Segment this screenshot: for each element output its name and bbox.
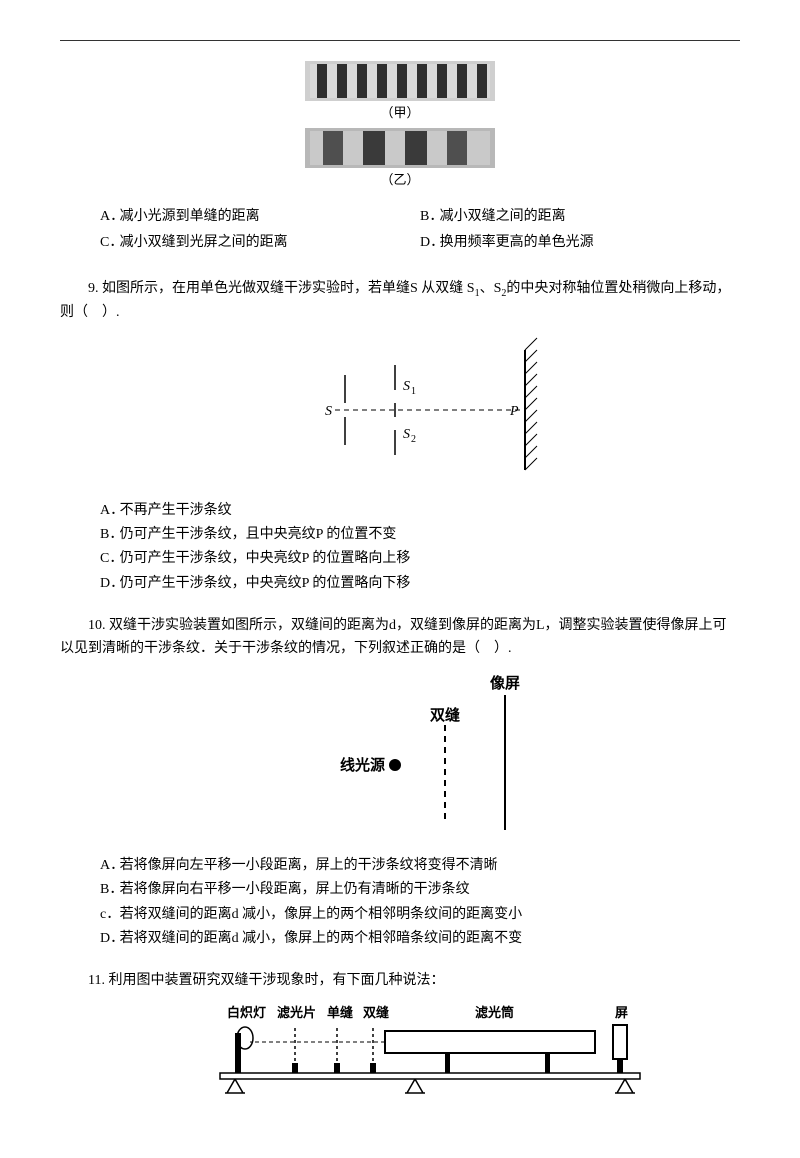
option-text: 若将双缝间的距离d 减小，像屏上的两个相邻暗条纹间的距离不变	[120, 931, 523, 946]
option-text: 若将双缝间的距离d 减小，像屏上的两个相邻明条纹间的距离变小	[120, 907, 523, 922]
option-text: 若将像屏向右平移一小段距离，屏上仍有清晰的干涉条纹	[120, 882, 470, 897]
q9-option-C: C．仍可产生干涉条纹，中央亮纹P 的位置略向上移	[100, 548, 740, 570]
double-slit-diagram: S S1 S2 P	[315, 335, 575, 485]
q8-caption-b: （乙）	[60, 170, 740, 191]
q8-option-C: C．减小双缝到光屏之间的距离	[100, 232, 420, 254]
option-text: 减小双缝到光屏之间的距离	[120, 235, 288, 250]
q10-option-A: A．若将像屏向左平移一小段距离，屏上的干涉条纹将变得不清晰	[100, 855, 740, 877]
q9-stem: 9. 如图所示，在用单色光做双缝干涉实验时，若单缝S 从双缝 S1、S2的中央对…	[60, 278, 740, 324]
svg-text:屏: 屏	[615, 1005, 628, 1020]
label-slit: 双缝	[430, 706, 460, 724]
q9-option-D: D．仍可产生干涉条纹，中央亮纹P 的位置略向下移	[100, 573, 740, 595]
interference-apparatus-diagram: 白炽灯 滤光片 单缝 双缝 滤光筒 屏	[215, 1003, 655, 1103]
svg-text:S: S	[403, 379, 410, 394]
q10-figure: 像屏 双缝 线光源	[180, 670, 740, 840]
q10-option-D: D．若将双缝间的距离d 减小，像屏上的两个相邻暗条纹间的距离不变	[100, 928, 740, 950]
option-text: 换用频率更高的单色光源	[440, 235, 594, 250]
q8-option-D: D．换用频率更高的单色光源	[420, 232, 740, 254]
q9-number: 9.	[88, 281, 99, 296]
q8-caption-a: （甲）	[60, 103, 740, 124]
svg-text:滤光片: 滤光片	[277, 1005, 316, 1020]
svg-text:P: P	[509, 404, 519, 419]
svg-text:白炽灯: 白炽灯	[227, 1005, 266, 1020]
q11-text: 利用图中装置研究双缝干涉现象时，有下面几种说法：	[108, 973, 444, 988]
svg-text:1: 1	[411, 386, 416, 397]
option-text: 仍可产生干涉条纹，中央亮纹P 的位置略向下移	[120, 576, 411, 591]
q10-number: 10.	[88, 618, 106, 633]
q8-options: A．减小光源到单缝的距离 B．减小双缝之间的距离 C．减小双缝到光屏之间的距离 …	[100, 206, 740, 259]
option-text: 若将像屏向左平移一小段距离，屏上的干涉条纹将变得不清晰	[120, 858, 498, 873]
page-rule	[60, 40, 740, 41]
q8-figure: （甲） （乙）	[60, 61, 740, 191]
q9-text-mid: 、S	[480, 281, 502, 296]
q11-figure: 白炽灯 滤光片 单缝 双缝 滤光筒 屏	[130, 1003, 740, 1103]
svg-text:滤光筒: 滤光筒	[475, 1005, 514, 1020]
svg-text:S: S	[403, 427, 410, 442]
q11-number: 11.	[88, 973, 105, 988]
q9-options: A．不再产生干涉条纹 B．仍可产生干涉条纹，且中央亮纹P 的位置不变 C．仍可产…	[100, 500, 740, 596]
q9-text-a: 如图所示，在用单色光做双缝干涉实验时，若单缝S 从双缝 S	[102, 281, 475, 296]
q9-option-B: B．仍可产生干涉条纹，且中央亮纹P 的位置不变	[100, 524, 740, 546]
interference-pattern-sparse	[305, 128, 495, 168]
option-text: 不再产生干涉条纹	[120, 503, 232, 518]
q10-option-c: c．若将双缝间的距离d 减小，像屏上的两个相邻明条纹间的距离变小	[100, 904, 740, 926]
svg-text:S: S	[325, 404, 332, 419]
option-text: 仍可产生干涉条纹，中央亮纹P 的位置略向上移	[120, 551, 411, 566]
label-screen: 像屏	[490, 674, 520, 692]
label-source: 线光源	[340, 756, 385, 774]
q10-option-B: B．若将像屏向右平移一小段距离，屏上仍有清晰的干涉条纹	[100, 879, 740, 901]
svg-text:双缝: 双缝	[363, 1005, 389, 1020]
interference-pattern-dense	[305, 61, 495, 101]
svg-text:2: 2	[411, 434, 416, 445]
q10-text: 双缝干涉实验装置如图所示，双缝间的距离为d，双缝到像屏的距离为L，调整实验装置使…	[60, 618, 727, 655]
option-text: 减小光源到单缝的距离	[120, 209, 260, 224]
q10-stem: 10. 双缝干涉实验装置如图所示，双缝间的距离为d，双缝到像屏的距离为L，调整实…	[60, 615, 740, 660]
option-text: 减小双缝之间的距离	[440, 209, 566, 224]
svg-text:单缝: 单缝	[327, 1005, 353, 1020]
q8-option-A: A．减小光源到单缝的距离	[100, 206, 420, 228]
double-slit-setup-diagram: 像屏 双缝 线光源	[340, 670, 580, 840]
option-text: 仍可产生干涉条纹，且中央亮纹P 的位置不变	[120, 527, 397, 542]
q9-figure: S S1 S2 P	[150, 335, 740, 485]
q9-option-A: A．不再产生干涉条纹	[100, 500, 740, 522]
q8-option-B: B．减小双缝之间的距离	[420, 206, 740, 228]
q11-stem: 11. 利用图中装置研究双缝干涉现象时，有下面几种说法：	[60, 970, 740, 992]
q10-options: A．若将像屏向左平移一小段距离，屏上的干涉条纹将变得不清晰 B．若将像屏向右平移…	[100, 855, 740, 951]
